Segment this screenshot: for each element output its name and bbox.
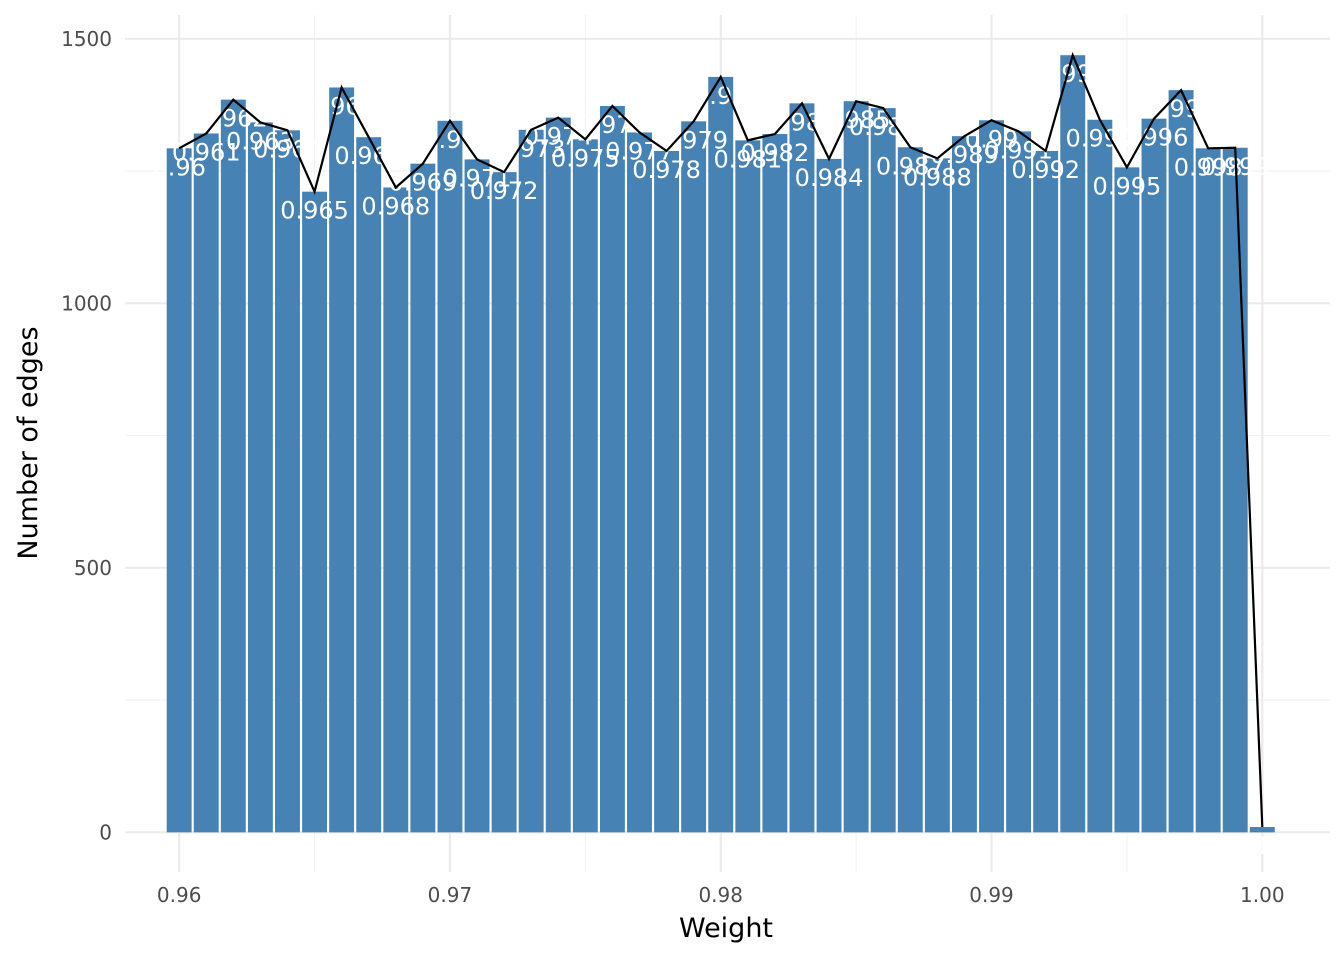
bar-value-label: 0.981 <box>713 145 782 173</box>
bar-value-label: 0.991 <box>984 136 1053 164</box>
bar <box>951 136 977 833</box>
bar <box>979 120 1004 833</box>
axis-tick-labels: 0.96 0.97 0.98 0.99 1.00 0 500 1000 1500 <box>61 27 1284 907</box>
bar <box>166 148 192 833</box>
bar <box>464 159 490 833</box>
bar-value-label: 0.977 <box>605 137 674 165</box>
x-tick-label: 1.00 <box>1240 883 1285 907</box>
bar <box>681 121 707 833</box>
bar-value-label: 0.994 <box>1065 125 1134 153</box>
bar <box>247 122 273 833</box>
bar-value-label: 0.985 <box>822 106 891 134</box>
bar <box>329 87 355 833</box>
bar <box>383 187 409 833</box>
bar <box>220 99 246 833</box>
bar <box>356 137 382 833</box>
bar <box>491 172 517 833</box>
bar-value-label: 0.967 <box>334 142 403 170</box>
bar <box>789 103 815 833</box>
bar <box>762 134 788 833</box>
y-tick-label: 0 <box>99 820 112 844</box>
bar <box>654 150 680 833</box>
bar <box>1087 119 1113 833</box>
x-tick-label: 0.99 <box>969 883 1014 907</box>
bar <box>735 140 761 833</box>
bar-value-label: 0.973 <box>497 135 566 163</box>
bar <box>1195 148 1221 833</box>
bar <box>1222 147 1248 833</box>
bar <box>870 108 896 833</box>
bar <box>897 147 923 833</box>
bar <box>1114 167 1140 833</box>
bar-value-label: 0.983 <box>768 108 837 136</box>
bar <box>1168 90 1194 833</box>
bar <box>518 129 544 833</box>
bar-value-label: 0.988 <box>903 163 972 191</box>
bar-value-label: 0.993 <box>1038 60 1107 88</box>
bar <box>816 158 842 833</box>
bar-value-label: 0.966 <box>307 92 376 120</box>
bar-value-label: 0.986 <box>849 113 918 141</box>
bar <box>1033 150 1059 833</box>
bar <box>1060 55 1086 833</box>
bar <box>1249 827 1275 833</box>
bar-labels: 0.960.9610.9620.9630.9640.9650.9660.9670… <box>152 60 1270 860</box>
bar <box>924 158 950 833</box>
bar-value-label: 0.984 <box>795 164 864 192</box>
bar <box>708 76 734 833</box>
bar-value-label: 0.965 <box>280 197 349 225</box>
trend-line-layer <box>178 51 1264 828</box>
bar-value-label: 0.963 <box>226 127 295 155</box>
y-tick-label: 500 <box>74 556 112 580</box>
x-tick-label: 0.96 <box>157 883 202 907</box>
bar <box>302 191 328 833</box>
bar <box>193 133 219 833</box>
x-tick-label: 0.98 <box>698 883 743 907</box>
bar-value-label: 0.975 <box>551 144 620 172</box>
bar-value-label: 0.961 <box>172 138 241 166</box>
bar-value-label: 0.968 <box>361 192 430 220</box>
bar-value-label: 0.978 <box>632 156 701 184</box>
bar <box>599 105 625 833</box>
bar-value-label: 0.979 <box>659 126 728 154</box>
y-axis-title: Number of edges <box>13 326 44 559</box>
bars <box>166 55 1275 833</box>
bar <box>843 101 869 833</box>
bar <box>410 163 436 833</box>
bar-value-label: 0.995 <box>1093 172 1162 200</box>
bar <box>1141 118 1167 833</box>
bar-value-label: 1 <box>1255 832 1270 860</box>
trend-line <box>178 51 1264 828</box>
bar <box>572 139 598 833</box>
bar-value-label: 0.998 <box>1174 153 1243 181</box>
bar-value-label: 0.982 <box>741 139 810 167</box>
bar <box>545 117 571 833</box>
y-tick-label: 1500 <box>61 27 112 51</box>
x-axis-title: Weight <box>679 913 773 944</box>
bar-value-label: 0.997 <box>1147 95 1216 123</box>
bar-value-label: 0.972 <box>470 177 539 205</box>
bar-value-label: 0.992 <box>1011 156 1080 184</box>
bar <box>437 120 463 833</box>
bar-value-label: 0.96 <box>152 153 205 181</box>
bar-value-label: 0.964 <box>253 135 322 163</box>
bar <box>275 130 300 833</box>
bar-value-label: 0.996 <box>1120 124 1189 152</box>
y-tick-label: 1000 <box>61 291 112 315</box>
x-tick-label: 0.97 <box>428 883 473 907</box>
bar <box>627 132 652 833</box>
bar <box>1006 131 1032 833</box>
